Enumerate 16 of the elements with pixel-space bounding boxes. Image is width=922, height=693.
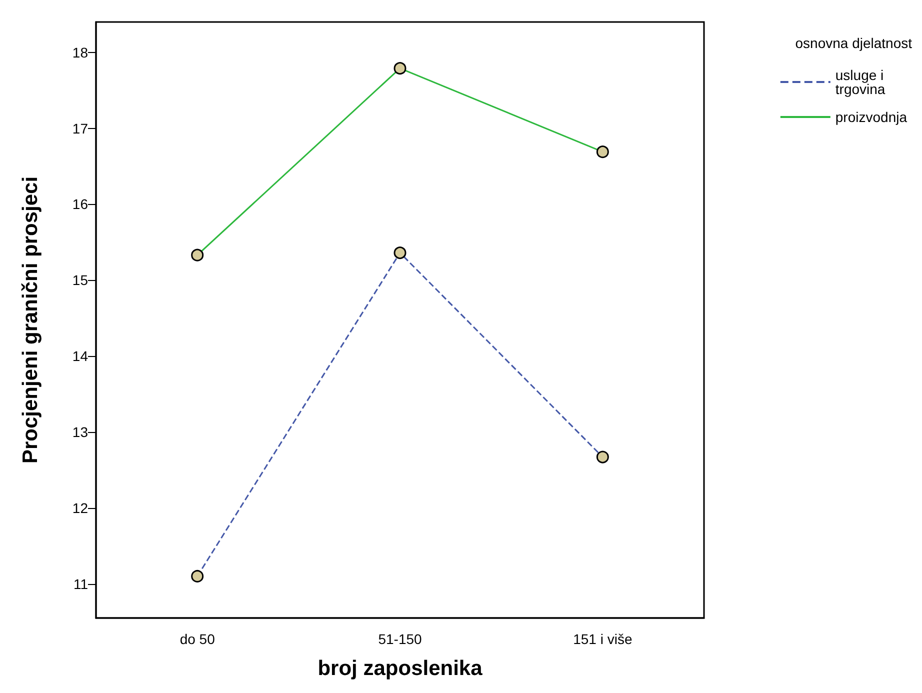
y-tick-label: 14 — [72, 348, 88, 364]
y-tick-label: 15 — [72, 272, 88, 288]
legend-label: usluge i trgovina — [835, 67, 888, 97]
x-tick-label: do 50 — [180, 631, 216, 647]
y-axis-title: Procjenjeni granični prosjeci — [19, 176, 42, 464]
x-axis-title: broj zaposlenika — [318, 657, 483, 680]
y-tick-label: 17 — [72, 120, 88, 136]
legend-label: proizvodnja — [835, 109, 908, 125]
x-tick-label: 51-150 — [378, 631, 422, 647]
legend-title: osnovna djelatnost — [795, 35, 912, 51]
y-tick-label: 11 — [73, 576, 88, 592]
y-tick-label: 16 — [72, 196, 88, 212]
y-tick-label: 18 — [72, 44, 88, 60]
y-tick-label: 12 — [72, 500, 88, 516]
x-tick-label: 151 i više — [573, 631, 632, 647]
y-tick-label: 13 — [72, 424, 88, 440]
